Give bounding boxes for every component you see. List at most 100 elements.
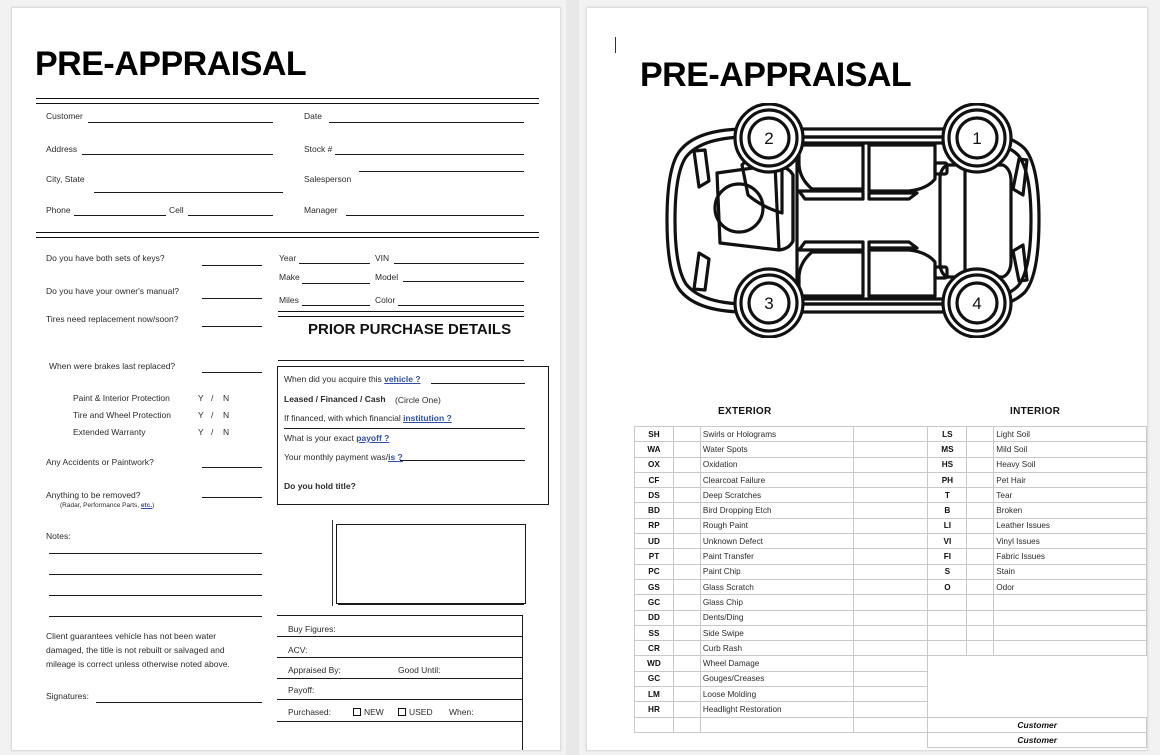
defect-row[interactable]: PT Paint Transfer FI Fabric Issues: [634, 548, 1147, 565]
interior-mark[interactable]: [966, 441, 995, 458]
exterior-mark[interactable]: [672, 548, 701, 565]
prior-q3-line[interactable]: [284, 428, 525, 429]
defect-row[interactable]: RP Rough Paint LI Leather Issues: [634, 517, 1147, 535]
miles-input-line[interactable]: [302, 305, 370, 306]
exterior-mark[interactable]: [672, 670, 701, 688]
stock-input-line[interactable]: [335, 154, 524, 155]
sketch-box[interactable]: [336, 524, 526, 604]
defect-row[interactable]: OX Oxidation HS Heavy Soil: [634, 456, 1147, 473]
color-input-line[interactable]: [398, 305, 524, 306]
exterior-mark[interactable]: [672, 533, 701, 550]
exterior-mark[interactable]: [672, 456, 701, 473]
exterior-note[interactable]: [852, 624, 929, 642]
notes-line-1[interactable]: [49, 553, 262, 554]
exterior-mark[interactable]: [672, 609, 701, 626]
exterior-mark[interactable]: [672, 640, 701, 657]
exterior-mark[interactable]: [672, 502, 701, 519]
new-checkbox[interactable]: [353, 708, 361, 716]
exterior-mark[interactable]: [672, 686, 701, 703]
exterior-note[interactable]: [852, 425, 929, 443]
defect-row[interactable]: GC Glass Chip: [634, 594, 1147, 611]
exterior-note[interactable]: [852, 471, 929, 489]
removed-answer-line[interactable]: [202, 497, 262, 498]
prior-q2[interactable]: Leased / Financed / Cash: [284, 394, 386, 404]
defect-row[interactable]: PC Paint Chip S Stain: [634, 563, 1147, 580]
defect-row[interactable]: Customer: [634, 716, 1147, 733]
exterior-mark[interactable]: [672, 563, 701, 580]
defect-row[interactable]: SS Side Swipe: [634, 624, 1147, 642]
protection-yes-0[interactable]: Y: [198, 393, 204, 403]
interior-mark[interactable]: [966, 533, 995, 550]
exterior-note[interactable]: [852, 640, 929, 657]
defect-row[interactable]: GC Gouges/Creases: [634, 670, 1147, 688]
exterior-note[interactable]: [852, 686, 929, 703]
defect-row[interactable]: CF Clearcoat Failure PH Pet Hair: [634, 471, 1147, 489]
protection-no-1[interactable]: N: [223, 410, 230, 420]
exterior-note[interactable]: [852, 502, 929, 519]
defect-row[interactable]: BD Bird Dropping Etch B Broken: [634, 502, 1147, 519]
interior-mark[interactable]: [966, 548, 995, 565]
exterior-note[interactable]: [852, 701, 929, 718]
removed-hint-link[interactable]: etc.: [140, 502, 153, 509]
protection-no-2[interactable]: N: [223, 427, 230, 437]
defect-row[interactable]: GS Glass Scratch O Odor: [634, 578, 1147, 596]
exterior-note[interactable]: [852, 609, 929, 626]
exterior-note[interactable]: [852, 548, 929, 565]
car-diagram[interactable]: 2 1 3 4: [647, 103, 1067, 338]
interior-mark[interactable]: [966, 578, 995, 596]
exterior-mark[interactable]: [672, 441, 701, 458]
exterior-note[interactable]: [852, 716, 929, 733]
notes-line-4[interactable]: [49, 616, 262, 617]
accidents-answer-line[interactable]: [202, 467, 262, 468]
exterior-note[interactable]: [852, 441, 929, 458]
keys-answer-line[interactable]: [202, 265, 262, 266]
cell-input-line[interactable]: [188, 215, 273, 216]
interior-mark[interactable]: [966, 609, 995, 626]
exterior-note[interactable]: [852, 655, 929, 672]
defect-row[interactable]: DD Dents/Ding: [634, 609, 1147, 626]
prior-q1-link[interactable]: vehicle ?: [384, 374, 421, 384]
exterior-note[interactable]: [852, 594, 929, 611]
date-input-line[interactable]: [329, 122, 524, 123]
interior-mark[interactable]: [966, 471, 995, 489]
exterior-mark[interactable]: [672, 655, 701, 672]
interior-mark[interactable]: [966, 640, 995, 657]
protection-yes-1[interactable]: Y: [198, 410, 204, 420]
interior-mark[interactable]: [966, 517, 995, 535]
protection-no-0[interactable]: N: [223, 393, 230, 403]
interior-mark[interactable]: [966, 425, 995, 443]
interior-mark[interactable]: [966, 487, 995, 504]
model-input-line[interactable]: [403, 281, 524, 282]
prior-q5-link[interactable]: is ?: [388, 452, 403, 462]
manual-answer-line[interactable]: [202, 298, 262, 299]
notes-line-3[interactable]: [49, 595, 262, 596]
vin-input-line[interactable]: [394, 263, 524, 264]
prior-q4-link[interactable]: payoff ?: [356, 433, 390, 443]
defect-table[interactable]: SH Swirls or Holograms LS Light Soil WA Water…: [634, 425, 1147, 749]
defect-row[interactable]: SH Swirls or Holograms LS Light Soil: [634, 425, 1147, 443]
make-input-line[interactable]: [302, 283, 370, 284]
brakes-answer-line[interactable]: [202, 372, 262, 373]
defect-row[interactable]: CR Curb Rash: [634, 640, 1147, 657]
manager-input-line[interactable]: [346, 215, 524, 216]
exterior-mark[interactable]: [672, 624, 701, 642]
defect-row[interactable]: LM Loose Molding: [634, 686, 1147, 703]
interior-mark[interactable]: [966, 456, 995, 473]
interior-mark[interactable]: [966, 502, 995, 519]
customer-input-line[interactable]: [88, 122, 273, 123]
exterior-note[interactable]: [852, 670, 929, 688]
exterior-mark[interactable]: [672, 487, 701, 504]
exterior-mark[interactable]: [672, 578, 701, 596]
prior-q3-link[interactable]: institution ?: [403, 413, 452, 423]
exterior-mark[interactable]: [672, 594, 701, 611]
salesperson-input-line[interactable]: [359, 171, 524, 172]
used-checkbox[interactable]: [398, 708, 406, 716]
interior-mark[interactable]: [966, 594, 995, 611]
protection-yes-2[interactable]: Y: [198, 427, 204, 437]
phone-input-line[interactable]: [74, 215, 166, 216]
exterior-mark[interactable]: [672, 716, 701, 733]
defect-row[interactable]: WA Water Spots MS Mild Soil: [634, 441, 1147, 458]
defect-row[interactable]: DS Deep Scratches T Tear: [634, 487, 1147, 504]
exterior-note[interactable]: [852, 563, 929, 580]
exterior-mark[interactable]: [672, 701, 701, 718]
